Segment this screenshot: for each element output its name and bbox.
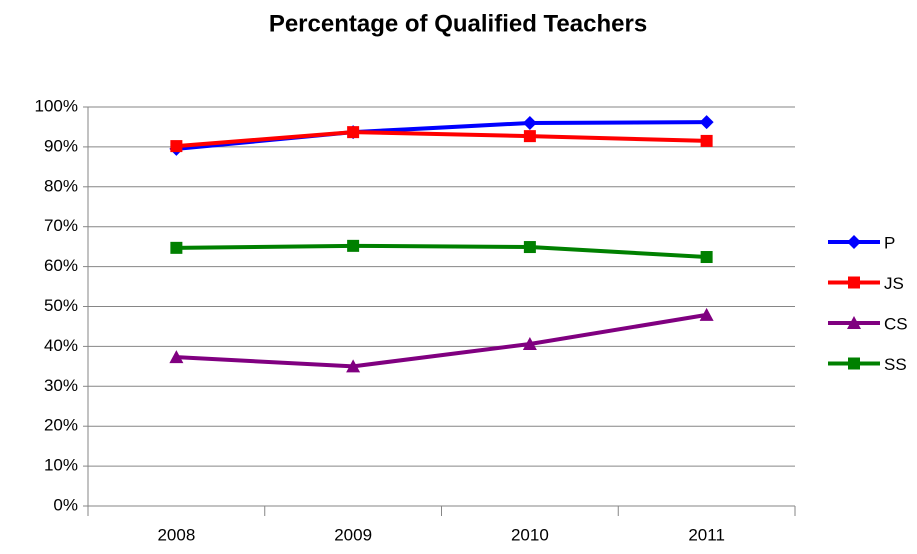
- marker: [700, 251, 713, 264]
- chart-title: Percentage of Qualified Teachers: [269, 10, 647, 37]
- x-tick-label: 2011: [688, 525, 725, 544]
- y-tick-label: 80%: [44, 176, 78, 195]
- x-tick-label: 2008: [157, 525, 195, 544]
- marker: [847, 316, 861, 329]
- x-tick-label: 2009: [334, 525, 372, 544]
- marker: [700, 134, 713, 147]
- marker: [347, 239, 360, 252]
- y-tick-label: 90%: [44, 136, 78, 155]
- marker: [169, 350, 184, 364]
- y-tick-label: 30%: [44, 376, 78, 395]
- series-line: [176, 312, 707, 369]
- y-tick-label: 70%: [44, 216, 78, 235]
- y-tick-label: 60%: [44, 256, 78, 275]
- legend-label: P: [884, 233, 895, 252]
- y-tick-label: 0%: [53, 495, 78, 514]
- marker: [699, 115, 714, 130]
- marker: [523, 130, 536, 143]
- y-tick-label: 100%: [35, 96, 78, 115]
- marker: [847, 235, 861, 249]
- legend-label: CS: [884, 314, 908, 333]
- marker: [522, 115, 537, 130]
- marker: [848, 276, 860, 289]
- marker: [346, 359, 361, 373]
- legend-label: SS: [884, 355, 907, 374]
- marker: [522, 337, 537, 351]
- marker: [170, 241, 183, 254]
- series-line: [176, 243, 707, 260]
- marker: [347, 126, 360, 139]
- y-tick-label: 20%: [44, 416, 78, 435]
- y-tick-label: 10%: [44, 456, 78, 475]
- marker: [699, 307, 714, 321]
- marker: [848, 357, 860, 370]
- y-tick-label: 40%: [44, 336, 78, 355]
- x-tick-label: 2010: [511, 525, 549, 544]
- marker: [170, 140, 183, 153]
- legend-label: JS: [884, 274, 904, 293]
- marker: [523, 241, 536, 254]
- y-tick-label: 50%: [44, 296, 78, 315]
- series-line: [176, 130, 707, 149]
